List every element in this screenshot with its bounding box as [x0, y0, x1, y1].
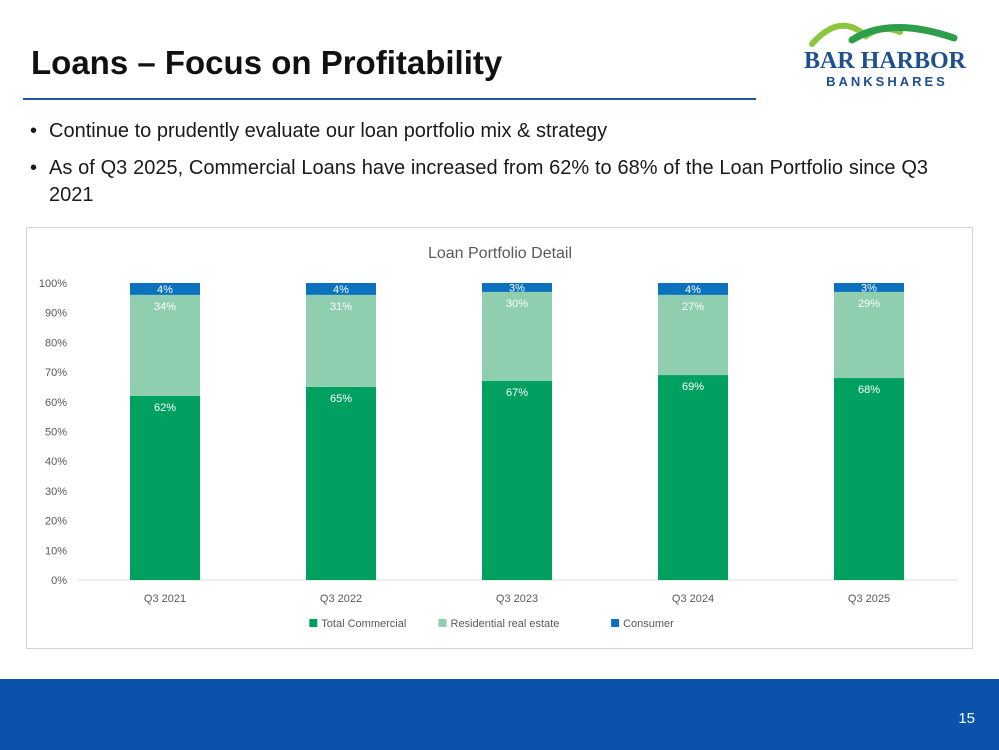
bar-total-commercial-q3-2025 [834, 378, 904, 580]
bar-residential-real-estate-q3-2023 [482, 291, 552, 382]
legend-swatch-total-commercial [309, 619, 318, 627]
slide-title: Loans – Focus on Profitability [31, 44, 503, 81]
legend-swatch-residential-real-estate [438, 619, 447, 627]
y-tick-label: 70% [45, 367, 67, 379]
data-label-consumer: 3% [509, 282, 525, 294]
logo-line1: BAR HARBOR [804, 48, 967, 74]
y-tick-label: 100% [39, 278, 67, 290]
y-tick-label: 40% [45, 456, 67, 468]
bar-total-commercial-q3-2024 [658, 375, 728, 580]
bar-consumer-q3-2024 [658, 283, 728, 295]
x-tick-label: Q3 2022 [320, 593, 362, 605]
logo-mountain-dark [848, 24, 958, 44]
legend-swatch-consumer [611, 619, 620, 627]
bar-total-commercial-q3-2023 [482, 381, 552, 580]
bar-consumer-q3-2021 [130, 283, 200, 295]
bullet-text: As of Q3 2025, Commercial Loans have inc… [49, 157, 928, 206]
data-label-consumer: 4% [333, 284, 349, 296]
legend-label-residential-real-estate: Residential real estate [451, 618, 560, 630]
y-tick-label: 10% [45, 545, 67, 557]
y-tick-label: 30% [45, 486, 67, 498]
data-label-residential-real-estate: 27% [682, 301, 704, 313]
data-label-total-commercial: 67% [506, 387, 528, 399]
footer-bar: 15 [0, 679, 999, 750]
bar-consumer-q3-2023 [482, 283, 552, 292]
x-tick-label: Q3 2023 [496, 593, 538, 605]
data-label-consumer: 4% [685, 284, 701, 296]
legend-label-total-commercial: Total Commercial [321, 618, 406, 630]
bullet-text: Continue to prudently evaluate our loan … [49, 120, 608, 142]
data-label-residential-real-estate: 30% [506, 298, 528, 310]
bullet-dot: • [30, 120, 38, 142]
loan-portfolio-chart: Loan Portfolio Detail 0% 10% 20% 30% 40% 50% 6… [26, 227, 973, 649]
bar-harbor-logo: BAR HARBOR BANKSHARES [804, 22, 967, 89]
y-tick-label: 60% [45, 397, 67, 409]
data-label-residential-real-estate: 34% [154, 301, 176, 313]
logo-line2: BANKSHARES [826, 74, 948, 89]
bar-consumer-q3-2022 [306, 283, 376, 295]
bar-residential-real-estate-q3-2021 [130, 294, 200, 396]
y-tick-label: 90% [45, 308, 67, 320]
data-label-total-commercial: 65% [330, 393, 352, 405]
y-tick-label: 50% [45, 427, 67, 439]
data-label-total-commercial: 69% [682, 381, 704, 393]
data-label-total-commercial: 62% [154, 402, 176, 414]
bullet-dot: • [30, 157, 38, 179]
title-underline [23, 98, 756, 100]
x-tick-label: Q3 2024 [672, 593, 714, 605]
bullet-item: • As of Q3 2025, Commercial Loans have in… [30, 155, 928, 209]
bar-total-commercial-q3-2021 [130, 395, 200, 580]
chart-svg: Loan Portfolio Detail 0% 10% 20% 30% 40% 50% 6… [39, 245, 957, 630]
data-label-total-commercial: 68% [858, 384, 880, 396]
chart-title: Loan Portfolio Detail [428, 245, 572, 262]
y-tick-label: 80% [45, 337, 67, 349]
bar-total-commercial-q3-2022 [306, 386, 376, 580]
page-number: 15 [958, 710, 975, 727]
data-label-consumer: 4% [157, 284, 173, 296]
x-tick-label: Q3 2021 [144, 593, 186, 605]
bar-residential-real-estate-q3-2025 [834, 291, 904, 379]
bar-residential-real-estate-q3-2024 [658, 294, 728, 376]
bullet-item: • Continue to prudently evaluate our loan… [30, 118, 928, 145]
bar-consumer-q3-2025 [834, 283, 904, 292]
data-label-residential-real-estate: 31% [330, 301, 352, 313]
data-label-consumer: 3% [861, 282, 877, 294]
legend-label-consumer: Consumer [623, 618, 674, 630]
x-tick-label: Q3 2025 [848, 593, 890, 605]
data-label-residential-real-estate: 29% [858, 298, 880, 310]
y-tick-label: 0% [51, 575, 67, 587]
y-tick-label: 20% [45, 516, 67, 528]
bullet-list: • Continue to prudently evaluate our loan… [30, 118, 928, 219]
bar-residential-real-estate-q3-2022 [306, 294, 376, 387]
